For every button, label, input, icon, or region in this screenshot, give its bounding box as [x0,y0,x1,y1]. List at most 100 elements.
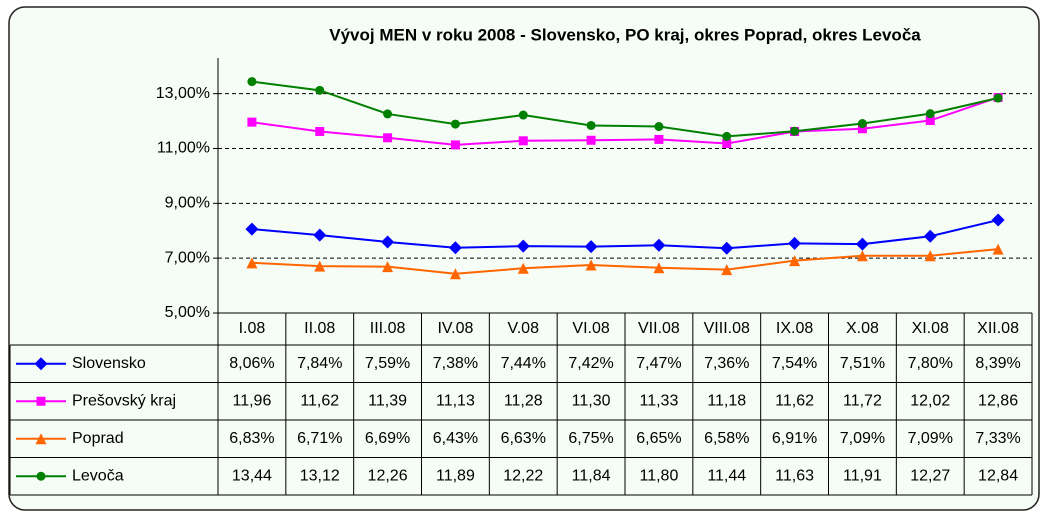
marker [722,139,732,149]
table-value: 13,44 [232,467,272,484]
x-tick-label: II.08 [304,320,335,337]
marker [516,239,530,253]
table-value: 11,18 [707,392,746,409]
marker [246,257,258,269]
marker [788,236,802,250]
table-value: 7,09% [840,430,885,447]
marker [857,119,867,129]
marker [857,124,867,134]
table-value: 7,36% [704,355,749,372]
marker [34,357,48,371]
table-value: 11,72 [843,392,882,409]
x-tick-label: XI.08 [912,320,949,337]
marker [652,238,666,252]
marker [383,133,393,143]
marker [518,110,528,120]
marker [721,264,733,276]
table-value: 11,62 [775,392,814,409]
table-value: 11,96 [232,392,271,409]
table-value: 11,28 [504,392,543,409]
table-value: 6,58% [704,430,749,447]
x-tick-label: VII.08 [638,320,680,337]
table-value: 12,86 [978,392,1018,409]
y-tick-label: 5,00% [165,304,210,321]
marker [315,85,325,95]
table-value: 6,91% [772,430,817,447]
table-value: 11,44 [707,467,746,484]
table-value: 7,33% [975,430,1020,447]
table-value: 11,91 [843,467,882,484]
table-value: 11,62 [300,392,339,409]
table-value: 11,30 [572,392,611,409]
table-value: 12,84 [978,467,1018,484]
table-value: 11,80 [639,467,678,484]
x-tick-label: IV.08 [437,320,473,337]
marker [925,109,935,119]
marker [653,262,665,274]
table-value: 6,69% [365,430,410,447]
x-tick-label: XII.08 [977,320,1019,337]
y-tick-label: 11,00% [157,140,210,157]
marker [586,120,596,130]
marker [517,262,529,274]
table-value: 7,44% [501,355,546,372]
table-value: 13,12 [300,467,340,484]
marker [789,255,801,267]
marker [381,235,395,249]
table-value: 7,47% [636,355,681,372]
table-value: 7,80% [908,355,953,372]
series-line [251,96,999,146]
marker [586,135,596,145]
table-value: 6,83% [229,430,274,447]
table-value: 11,33 [639,392,678,409]
table-value: 12,26 [368,467,408,484]
table-value: 11,63 [775,467,814,484]
marker [992,243,1004,255]
y-tick-label: 13,00% [156,85,210,102]
marker [654,122,664,132]
marker [35,433,47,445]
legend-label: Slovensko [72,355,146,372]
marker [993,93,1003,103]
table-value: 12,02 [910,392,950,409]
marker [247,77,257,87]
series-line [251,248,999,275]
marker [450,119,460,129]
table-value: 12,27 [910,467,950,484]
table-value: 6,65% [636,430,681,447]
marker [856,250,868,262]
series-line [251,80,999,138]
x-tick-label: III.08 [370,320,406,337]
table-value: 11,39 [368,392,407,409]
marker [722,131,732,141]
marker [925,116,935,126]
legend-label: Poprad [72,430,124,447]
table-value: 7,09% [908,430,953,447]
legend-label: Levoča [72,467,124,484]
marker [790,126,800,136]
table-value: 6,71% [297,430,342,447]
marker [584,240,598,254]
marker [36,396,46,406]
x-tick-label: X.08 [846,320,879,337]
marker [247,117,257,127]
marker [585,259,597,271]
marker [518,136,528,146]
table-value: 11,89 [436,467,475,484]
table-value: 12,22 [503,467,543,484]
y-tick-label: 9,00% [165,195,210,212]
table-value: 7,38% [433,355,478,372]
x-tick-label: VIII.08 [704,320,750,337]
table-value: 7,59% [365,355,410,372]
marker [450,140,460,150]
marker [315,126,325,136]
table-value: 6,63% [501,430,546,447]
marker [924,250,936,262]
marker [720,241,734,255]
marker [991,213,1005,227]
marker [383,109,393,119]
table-value: 6,43% [433,430,478,447]
marker [654,134,664,144]
marker [245,222,259,236]
